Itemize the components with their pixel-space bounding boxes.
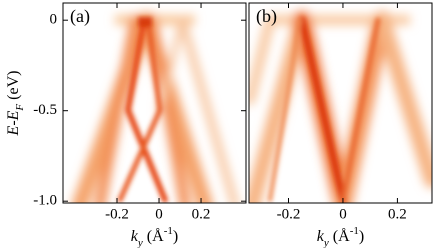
- x-label-sub: y: [137, 237, 143, 248]
- panel-frame: [62, 2, 247, 204]
- x-tick-label: 0.2: [192, 206, 211, 222]
- intensity-map-a: [72, 12, 239, 203]
- panel-frame: [248, 2, 433, 204]
- x-axis-label: ky (Å-1): [317, 225, 364, 248]
- x-label-sup: -1: [164, 225, 173, 237]
- panel-label: (a): [70, 6, 90, 27]
- x-tick-label: -0.2: [105, 206, 129, 222]
- y-axis-label: E-EF (eV): [5, 71, 26, 137]
- y-tick-label: 0: [50, 12, 58, 28]
- x-tick-label: 0: [155, 206, 163, 222]
- y-label-sub: F: [14, 104, 26, 112]
- y-label-main: E-E: [5, 110, 22, 136]
- x-label-main: k: [131, 228, 139, 245]
- x-tick-label: 0.2: [388, 206, 407, 222]
- x-tick-label: 0: [339, 206, 347, 222]
- x-label-main: k: [317, 228, 325, 245]
- y-label-unit: (eV): [5, 71, 22, 100]
- x-tick-label: -0.2: [277, 206, 301, 222]
- x-label-unit-close: ): [173, 228, 178, 245]
- panel-label: (b): [256, 6, 277, 27]
- x-label-sup: -1: [350, 225, 359, 237]
- y-tick-label: -1.0: [33, 193, 57, 209]
- x-label-unit: (Å: [333, 227, 350, 245]
- x-label-unit: (Å: [147, 227, 164, 245]
- y-tick-label: -0.5: [33, 102, 57, 118]
- x-label-unit-close: ): [359, 228, 364, 245]
- x-label-sub: y: [323, 237, 329, 248]
- x-axis-label: ky (Å-1): [131, 225, 178, 248]
- intensity-map-b: [249, 11, 432, 203]
